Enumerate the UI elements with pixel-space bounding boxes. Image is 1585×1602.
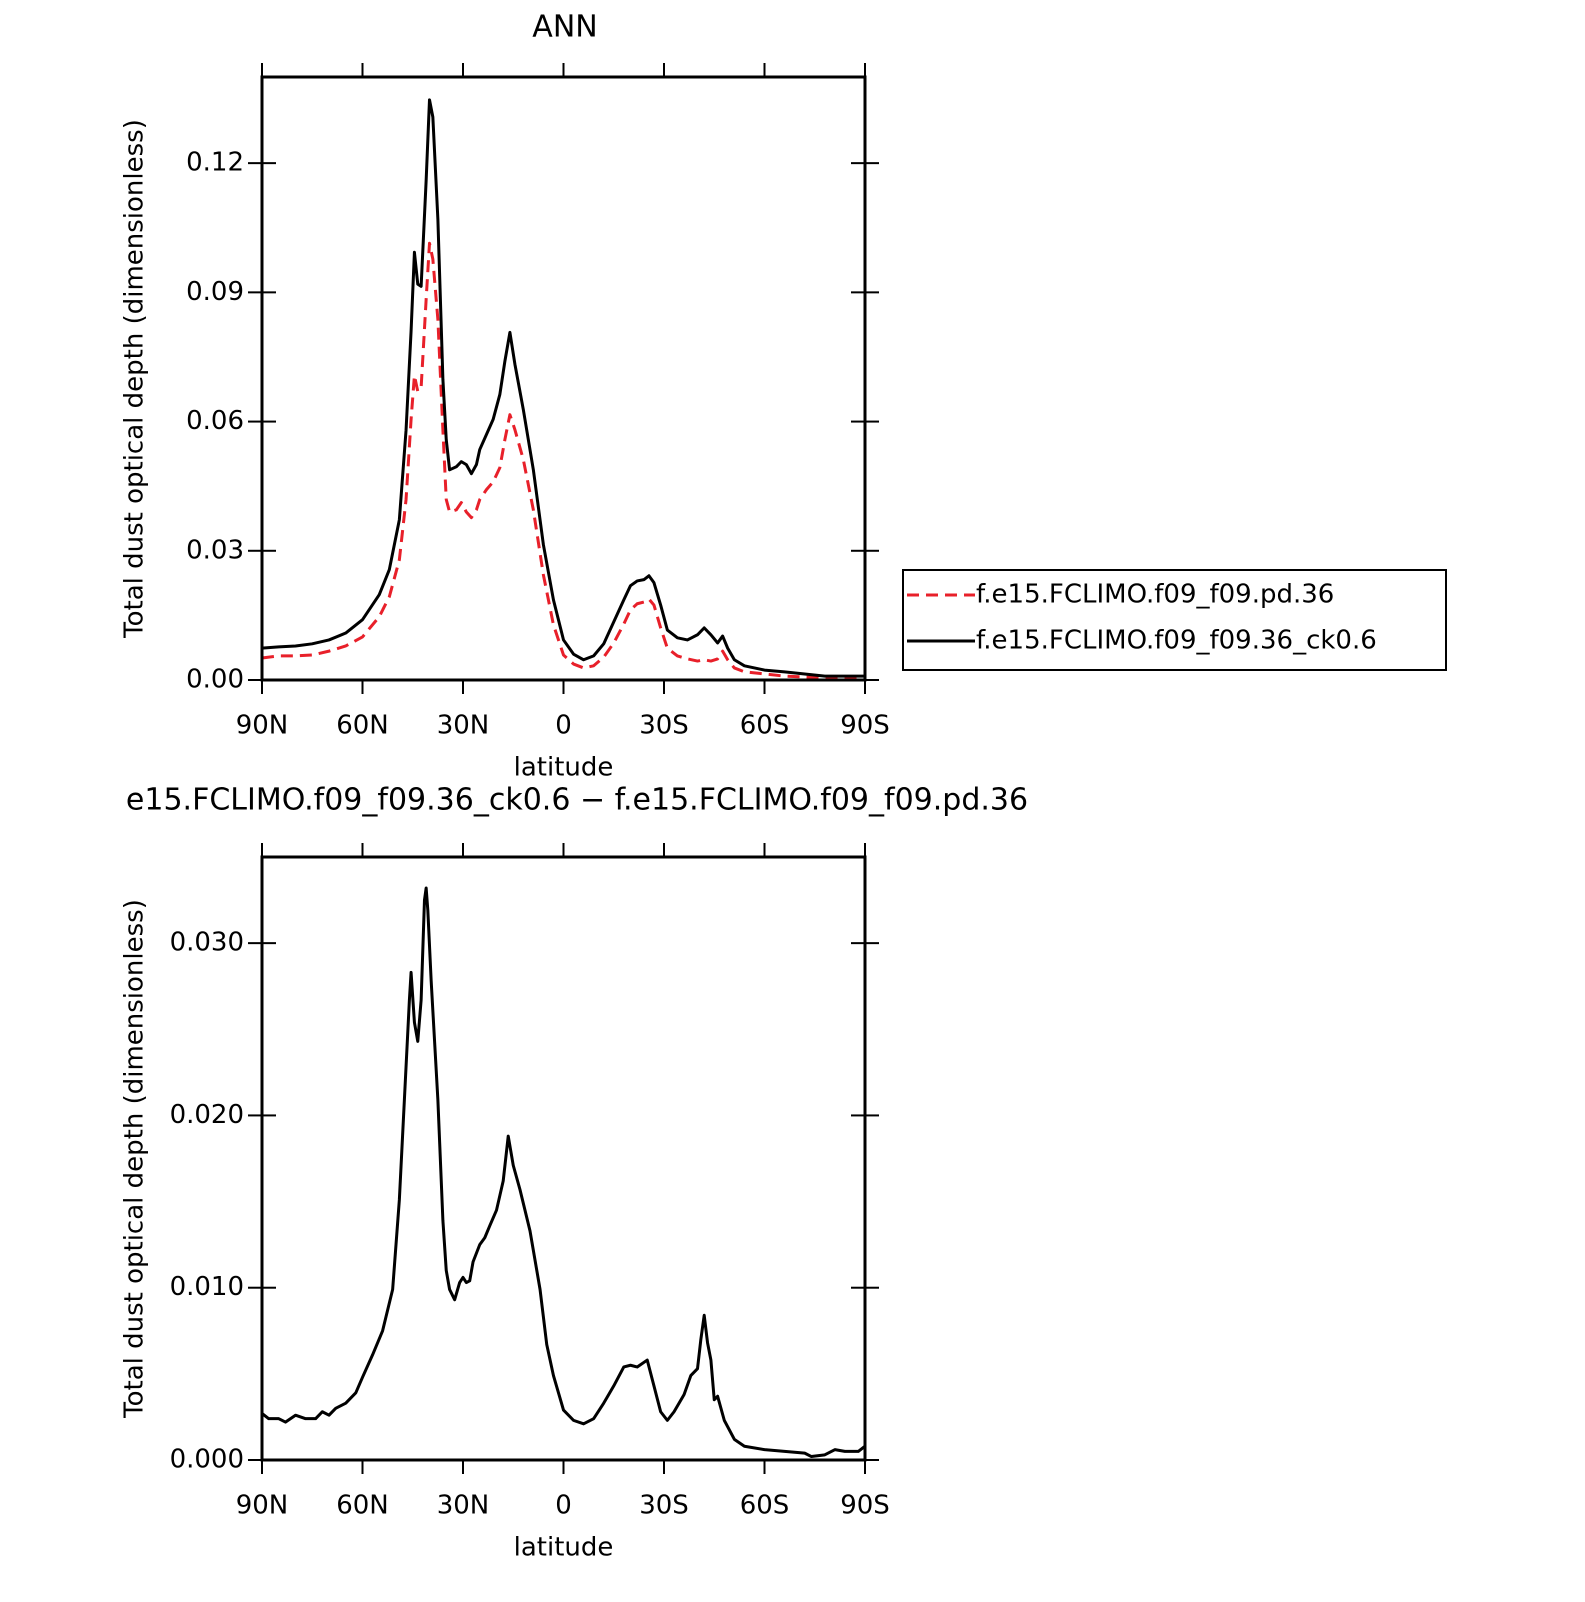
x-tick-label: 60S: [740, 1491, 790, 1521]
y-axis-label: Total dust optical depth (dimensionless): [120, 119, 150, 639]
x-tick-label: 90S: [840, 711, 890, 741]
plot-frame: [260, 75, 867, 682]
legend-label: f.e15.FCLIMO.f09_f09.36_ck0.6: [976, 626, 1377, 656]
y-tick-label: 0.09: [186, 277, 244, 307]
data-line: [261, 241, 865, 680]
y-tick-label: 0.010: [170, 1272, 244, 1302]
y-tick-label: 0.03: [186, 535, 244, 565]
x-axis-label: latitude: [514, 753, 614, 783]
data-line: [261, 98, 865, 678]
x-tick-label: 0: [555, 711, 572, 741]
chart-title: ANN: [532, 10, 597, 45]
x-tick-label: 90N: [236, 1491, 289, 1521]
x-axis-label: latitude: [514, 1533, 614, 1563]
chart-title: e15.FCLIMO.f09_f09.36_ck0.6 − f.e15.FCLI…: [126, 783, 1028, 818]
y-tick-label: 0.06: [186, 406, 244, 436]
y-tick-label: 0.12: [186, 148, 244, 178]
x-tick-label: 30N: [437, 1491, 490, 1521]
y-axis-label: Total dust optical depth (dimensionless): [120, 899, 150, 1419]
x-tick-label: 60S: [740, 711, 790, 741]
y-tick-label: 0.00: [186, 665, 244, 695]
x-tick-label: 30N: [437, 711, 490, 741]
plot-frame: [260, 855, 867, 1462]
legend-label: f.e15.FCLIMO.f09_f09.pd.36: [976, 580, 1334, 610]
x-tick-label: 90S: [840, 1491, 890, 1521]
x-tick-label: 0: [555, 1491, 572, 1521]
x-tick-label: 30S: [639, 1491, 689, 1521]
y-tick-label: 0.030: [170, 928, 244, 958]
x-tick-label: 30S: [639, 711, 689, 741]
y-tick-label: 0.000: [170, 1445, 244, 1475]
x-tick-label: 90N: [236, 711, 289, 741]
data-line: [261, 886, 866, 1459]
y-tick-label: 0.020: [170, 1100, 244, 1130]
x-tick-label: 60N: [336, 1491, 389, 1521]
x-tick-label: 60N: [336, 711, 389, 741]
legend-box: [902, 569, 1447, 671]
